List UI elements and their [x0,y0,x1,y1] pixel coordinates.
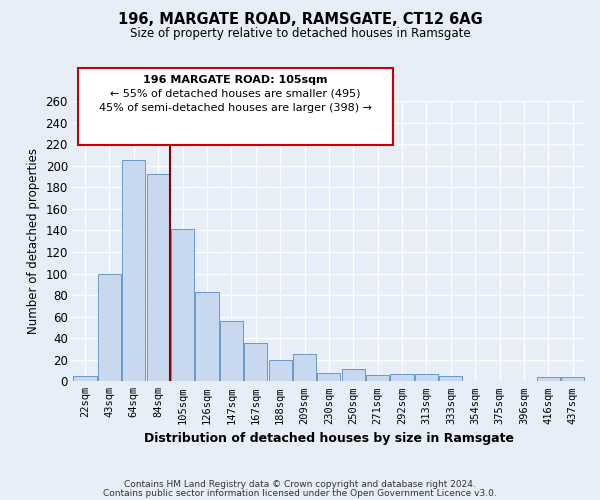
Bar [146,174,170,382]
Bar [317,372,340,382]
Bar [220,321,243,382]
Bar [391,374,413,382]
Bar [196,292,218,382]
Text: ← 55% of detached houses are smaller (495): ← 55% of detached houses are smaller (49… [110,88,361,99]
Text: Contains HM Land Registry data © Crown copyright and database right 2024.: Contains HM Land Registry data © Crown c… [124,480,476,489]
Bar [415,374,438,382]
Bar [122,160,145,382]
FancyBboxPatch shape [78,68,393,144]
Bar [171,230,194,382]
Bar [293,354,316,382]
Bar [342,370,365,382]
Text: 45% of semi-detached houses are larger (398) →: 45% of semi-detached houses are larger (… [99,102,372,113]
Text: 196, MARGATE ROAD, RAMSGATE, CT12 6AG: 196, MARGATE ROAD, RAMSGATE, CT12 6AG [118,12,482,28]
Bar [439,376,463,382]
Bar [366,375,389,382]
Y-axis label: Number of detached properties: Number of detached properties [27,148,40,334]
Bar [244,342,268,382]
X-axis label: Distribution of detached houses by size in Ramsgate: Distribution of detached houses by size … [144,432,514,445]
Text: Contains public sector information licensed under the Open Government Licence v3: Contains public sector information licen… [103,489,497,498]
Text: Size of property relative to detached houses in Ramsgate: Size of property relative to detached ho… [130,28,470,40]
Bar [537,377,560,382]
Bar [98,274,121,382]
Bar [73,376,97,382]
Bar [269,360,292,382]
Text: 196 MARGATE ROAD: 105sqm: 196 MARGATE ROAD: 105sqm [143,74,328,85]
Bar [561,377,584,382]
